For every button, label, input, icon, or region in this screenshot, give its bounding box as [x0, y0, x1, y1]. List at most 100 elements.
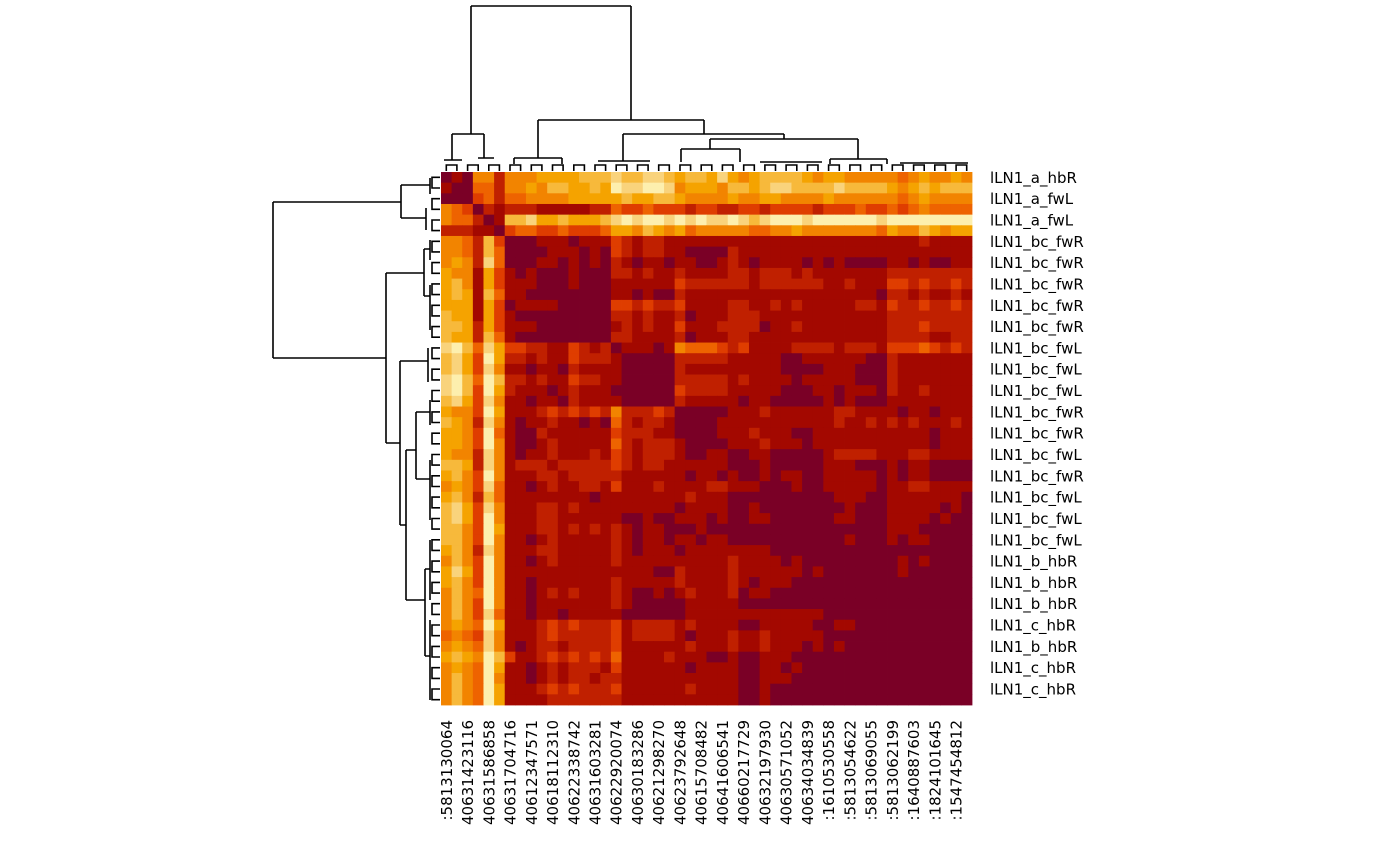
heatmap-cell — [632, 267, 644, 279]
heatmap-cell — [823, 694, 835, 706]
heatmap-cell — [759, 193, 771, 205]
heatmap-cell — [780, 203, 792, 216]
heatmap-cell — [547, 673, 559, 685]
heatmap-cell — [908, 470, 920, 482]
heatmap-cell — [504, 310, 516, 322]
heatmap-cell — [685, 619, 697, 631]
heatmap-cell — [515, 289, 527, 301]
heatmap-cell — [557, 566, 569, 578]
heatmap-cell — [706, 214, 718, 226]
heatmap-cell — [908, 363, 920, 375]
heatmap-cell — [515, 662, 527, 674]
heatmap-cell — [483, 225, 495, 237]
heatmap-cell — [706, 438, 718, 450]
heatmap-cell — [865, 289, 877, 301]
heatmap-cell — [536, 321, 548, 333]
heatmap-cell — [504, 321, 516, 333]
heatmap-cell — [887, 246, 899, 258]
heatmap-cell — [610, 545, 622, 557]
heatmap-cell — [674, 299, 686, 311]
heatmap-cell — [600, 630, 612, 642]
heatmap-cell — [929, 587, 941, 599]
heatmap-cell — [600, 513, 612, 525]
heatmap-cell — [472, 225, 484, 237]
heatmap-cell — [579, 267, 591, 279]
heatmap-cell — [727, 203, 739, 216]
heatmap-cell — [727, 481, 739, 493]
heatmap-cell — [579, 235, 591, 248]
heatmap-cell — [547, 289, 559, 301]
heatmap-cell — [908, 609, 920, 621]
heatmap-cell — [748, 395, 760, 407]
heatmap-cell — [802, 289, 814, 301]
heatmap-cell — [557, 267, 569, 279]
heatmap-cell — [494, 491, 506, 503]
heatmap-cell — [717, 481, 729, 493]
heatmap-cell — [706, 395, 718, 407]
heatmap-cell — [695, 172, 707, 184]
heatmap-cell — [547, 267, 559, 279]
heatmap-cell — [441, 172, 453, 184]
heatmap-cell — [876, 289, 888, 301]
heatmap-cell — [483, 395, 495, 407]
heatmap-cell — [515, 246, 527, 258]
heatmap-cell — [844, 598, 856, 610]
heatmap-cell — [494, 651, 506, 663]
heatmap-cell — [621, 673, 633, 685]
heatmap-cell — [791, 342, 803, 354]
heatmap-cell — [664, 598, 676, 610]
heatmap-cell — [706, 513, 718, 525]
heatmap-cell — [632, 694, 644, 706]
heatmap-cell — [844, 342, 856, 354]
heatmap-cell — [961, 438, 973, 450]
heatmap-cell — [451, 534, 463, 546]
heatmap-cell — [642, 289, 654, 301]
heatmap-cell — [717, 545, 729, 557]
heatmap-cell — [865, 694, 877, 706]
row-label: lLN1_c_hbR — [990, 617, 1076, 636]
heatmap-cell — [887, 225, 899, 237]
heatmap-cell — [802, 641, 814, 653]
heatmap-cell — [759, 534, 771, 546]
heatmap-cell — [908, 417, 920, 429]
heatmap-cell — [738, 182, 750, 194]
heatmap-cell — [823, 257, 835, 269]
heatmap-cell — [865, 545, 877, 557]
heatmap-cell — [642, 342, 654, 354]
heatmap-cell — [929, 427, 941, 439]
heatmap-cell — [472, 545, 484, 557]
heatmap-cell — [738, 630, 750, 642]
heatmap-cell — [738, 203, 750, 216]
heatmap-cell — [918, 278, 930, 290]
heatmap-cell — [579, 395, 591, 407]
heatmap-cell — [887, 662, 899, 674]
heatmap-cell — [504, 459, 516, 471]
heatmap-cell — [929, 182, 941, 194]
heatmap-cell — [791, 502, 803, 514]
heatmap-cell — [812, 353, 824, 365]
heatmap-cell — [823, 299, 835, 311]
heatmap-cell — [961, 321, 973, 333]
heatmap-cell — [525, 609, 537, 621]
heatmap-cell — [897, 513, 909, 525]
heatmap-cell — [504, 235, 516, 248]
column-label: 40615708482 — [693, 720, 711, 825]
heatmap-cell — [961, 427, 973, 439]
heatmap-cell — [759, 491, 771, 503]
heatmap-cell — [940, 385, 952, 397]
heatmap-cell — [802, 438, 814, 450]
heatmap-cell — [876, 587, 888, 599]
heatmap-cell — [525, 257, 537, 269]
row-label: lLN1_bc_fwL — [990, 361, 1082, 380]
heatmap-cell — [557, 673, 569, 685]
heatmap-cell — [812, 193, 824, 205]
heatmap-cell — [833, 673, 845, 685]
heatmap-cell — [557, 310, 569, 322]
heatmap-cell — [833, 235, 845, 248]
heatmap-cell — [897, 673, 909, 685]
heatmap-cell — [685, 555, 697, 567]
heatmap-cell — [674, 342, 686, 354]
heatmap-cell — [674, 374, 686, 386]
heatmap-cell — [887, 577, 899, 589]
heatmap-cell — [664, 374, 676, 386]
